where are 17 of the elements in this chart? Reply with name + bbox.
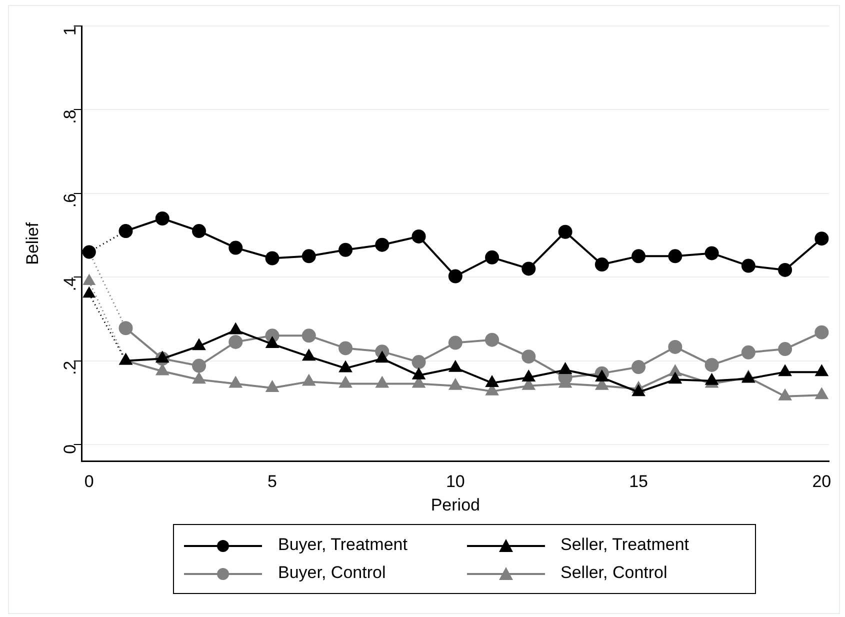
legend-label: Seller, Treatment — [560, 535, 690, 555]
x-tick-label: 20 — [812, 472, 832, 492]
y-tick-label: .8 — [60, 110, 80, 124]
y-axis-title: Belief — [22, 222, 42, 265]
y-tick-label: .6 — [60, 193, 80, 208]
x-tick-label: 0 — [84, 472, 94, 492]
y-tick-label: 0 — [60, 444, 80, 454]
x-tick-label: 15 — [629, 472, 648, 492]
y-tick-label: .2 — [60, 360, 80, 375]
x-tick-label: 10 — [446, 472, 465, 492]
x-axis-title: Period — [430, 495, 480, 514]
x-tick-label: 5 — [268, 472, 277, 492]
y-tick-label: 1 — [60, 26, 80, 36]
legend-label: Seller, Control — [560, 563, 668, 583]
legend-label: Buyer, Control — [278, 563, 386, 583]
y-tick-label: .4 — [60, 277, 80, 292]
legend-label: Buyer, Treatment — [278, 535, 408, 555]
